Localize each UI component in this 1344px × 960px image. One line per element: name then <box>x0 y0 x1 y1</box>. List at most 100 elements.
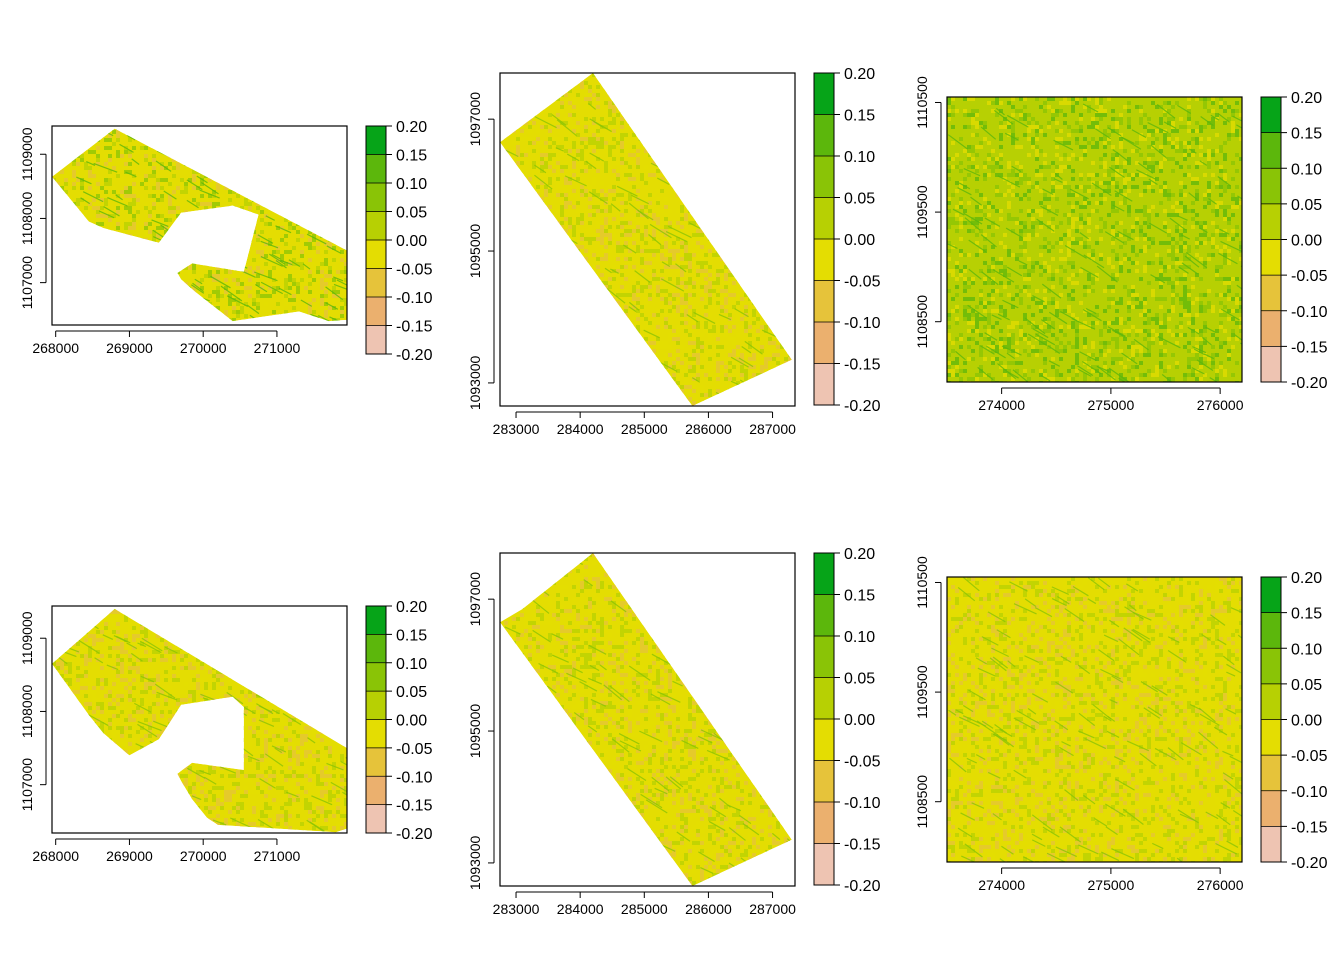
legend-label: 0.15 <box>396 627 427 644</box>
legend-swatch <box>814 280 834 322</box>
legend-swatch <box>1261 132 1281 169</box>
y-axis: 1093000 1095000 1097000 <box>467 572 495 890</box>
legend-label: -0.20 <box>844 398 881 415</box>
y-tick-label: 1108500 <box>914 775 930 829</box>
color-legend: -0.20 -0.15 -0.10 -0.05 0.00 0.05 0.10 0.15 0.20 <box>813 546 881 895</box>
y-tick-label: 1110500 <box>914 556 930 609</box>
legend-swatch <box>366 154 386 183</box>
legend-swatch <box>366 662 386 692</box>
x-tick-label: 268000 <box>32 848 79 864</box>
y-axis: 1108500 1109500 1110500 <box>914 76 942 348</box>
legend-swatch <box>1261 755 1281 791</box>
legend-label: 0.15 <box>1291 606 1322 623</box>
color-legend: -0.20 -0.15 -0.10 -0.05 0.00 0.05 0.10 0.15 0.20 <box>813 66 881 415</box>
legend-label: 0.05 <box>396 684 427 701</box>
legend-label: 0.20 <box>1291 570 1322 587</box>
legend-label: -0.05 <box>1291 268 1328 285</box>
legend-swatch <box>1261 612 1281 649</box>
legend-label: 0.05 <box>844 191 875 208</box>
y-tick-label: 1110500 <box>914 76 930 129</box>
legend-label: -0.05 <box>396 262 433 279</box>
legend-swatch <box>366 126 386 155</box>
legend-label: 0.20 <box>396 119 427 136</box>
x-tick-label: 286000 <box>685 901 732 917</box>
legend-swatch <box>1261 275 1281 311</box>
legend-swatch <box>366 747 386 777</box>
x-axis: 274000 275000 276000 <box>978 867 1244 893</box>
x-tick-label: 269000 <box>106 848 153 864</box>
raster-surface <box>947 577 1242 862</box>
x-tick-label: 268000 <box>32 340 79 356</box>
x-axis: 268000 269000 270000 271000 <box>32 838 301 864</box>
y-tick-label: 1109000 <box>19 611 35 665</box>
legend-label: -0.10 <box>396 769 433 786</box>
legend-swatch <box>366 211 386 240</box>
color-legend: -0.20 -0.15 -0.10 -0.05 0.00 0.05 0.10 0.15 0.20 <box>1260 570 1328 872</box>
x-tick-label: 285000 <box>621 901 668 917</box>
y-tick-label: 1107000 <box>19 758 35 812</box>
legend-swatch <box>814 114 834 156</box>
legend-label: 0.10 <box>844 149 875 166</box>
heatmap-panel-4: 268000 269000 270000 2710001107000110800011… <box>19 599 433 864</box>
color-legend: -0.20 -0.15 -0.10 -0.05 0.00 0.05 0.10 0.15 0.20 <box>365 599 433 843</box>
legend-swatch <box>366 297 386 326</box>
legend-label: -0.05 <box>844 274 881 291</box>
legend-label: -0.15 <box>1291 339 1328 356</box>
raster-surface <box>500 553 792 886</box>
legend-swatch <box>1261 203 1281 240</box>
legend-swatch <box>366 268 386 297</box>
legend-swatch <box>1261 683 1281 720</box>
legend-label: -0.15 <box>396 319 433 336</box>
raster-surface <box>500 73 792 406</box>
legend-swatch <box>366 691 386 720</box>
legend-swatch <box>1261 648 1281 684</box>
legend-swatch <box>814 239 834 281</box>
y-tick-label: 1109500 <box>914 665 930 719</box>
heatmap-panel-1: 268000 269000 270000 2710001107000110800011… <box>19 119 433 364</box>
legend-swatch <box>366 804 386 833</box>
legend-swatch <box>366 325 386 354</box>
y-axis: 1107000 1108000 1109000 <box>19 127 47 309</box>
y-tick-label: 1093000 <box>467 355 483 410</box>
legend-label: 0.00 <box>844 712 875 729</box>
heatmap-panel-2: 283000 284000 285000 286000 2870001093000109… <box>467 66 881 437</box>
legend-label: -0.15 <box>1291 819 1328 836</box>
legend-swatch <box>814 156 834 198</box>
heatmap-panel-5: 283000 284000 285000 286000 2870001093000109… <box>467 546 881 917</box>
x-tick-label: 286000 <box>685 421 732 437</box>
plot-frame <box>499 72 796 407</box>
legend-swatch <box>1261 577 1281 613</box>
legend-label: -0.10 <box>396 290 433 307</box>
x-tick-label: 283000 <box>493 901 540 917</box>
legend-label: -0.20 <box>1291 855 1328 872</box>
legend-swatch <box>814 843 834 885</box>
y-tick-label: 1095000 <box>467 704 483 759</box>
y-tick-label: 1109000 <box>19 127 35 181</box>
x-tick-label: 276000 <box>1197 397 1244 413</box>
legend-label: 0.00 <box>1291 233 1322 250</box>
legend-swatch <box>814 322 834 364</box>
x-axis: 274000 275000 276000 <box>978 387 1244 413</box>
legend-label: -0.15 <box>844 357 881 374</box>
y-tick-label: 1108000 <box>19 685 35 739</box>
legend-label: 0.05 <box>1291 677 1322 694</box>
x-tick-label: 274000 <box>978 877 1025 893</box>
legend-label: -0.10 <box>844 315 881 332</box>
legend-swatch <box>366 183 386 212</box>
legend-label: 0.20 <box>396 599 427 616</box>
legend-swatch <box>814 719 834 761</box>
legend-label: 0.00 <box>396 713 427 730</box>
x-tick-label: 275000 <box>1088 877 1135 893</box>
legend-label: 0.20 <box>844 546 875 563</box>
legend-label: -0.20 <box>1291 375 1328 392</box>
legend-label: 0.10 <box>396 176 427 193</box>
legend-label: -0.20 <box>396 826 433 843</box>
legend-swatch <box>814 677 834 719</box>
plot-frame <box>499 552 796 887</box>
heatmap-panel-3: 274000 275000 276000 1108500 1109500 1110500 -… <box>914 76 1328 413</box>
legend-label: -0.20 <box>396 347 433 364</box>
legend-swatch <box>1261 310 1281 347</box>
plot-frame <box>51 125 348 326</box>
legend-swatch <box>814 802 834 844</box>
